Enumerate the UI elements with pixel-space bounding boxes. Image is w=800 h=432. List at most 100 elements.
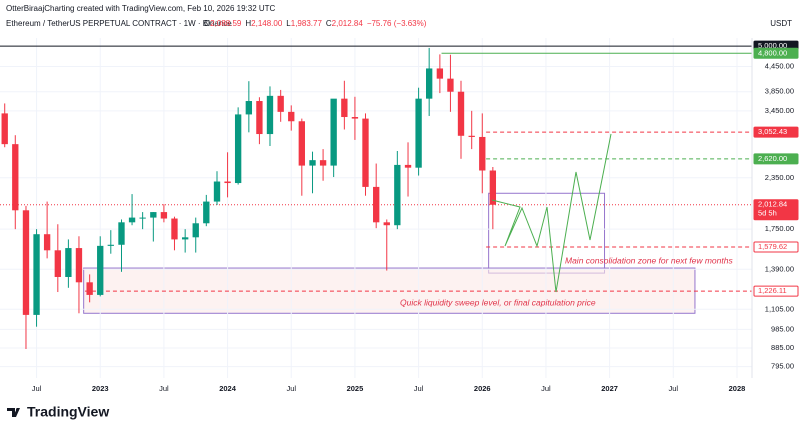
- candle-body: [192, 223, 199, 238]
- price-badge: [753, 241, 799, 253]
- candle-body: [203, 201, 210, 224]
- projection-path: [491, 133, 612, 293]
- ohlc-key: O: [204, 19, 210, 28]
- candle-body: [277, 95, 284, 112]
- price-badge-label: 2,620.00: [758, 154, 787, 163]
- y-tick-label: 1,105.00: [765, 304, 794, 313]
- candle-body: [171, 218, 178, 240]
- y-tick-label: 3,850.00: [765, 87, 794, 96]
- candle-body: [54, 250, 61, 277]
- candle-body: [224, 181, 231, 184]
- candle-body: [118, 222, 125, 245]
- price-badge: [753, 285, 799, 297]
- candle-body: [288, 111, 295, 122]
- x-tick-label: Jul: [159, 384, 169, 393]
- y-tick-label: 4,450.00: [765, 61, 794, 70]
- x-tick-label: 2026: [474, 384, 491, 393]
- y-tick-label: 795.00: [771, 362, 794, 371]
- candle-body: [373, 186, 380, 223]
- candle-body: [383, 222, 390, 226]
- candle-body: [330, 98, 337, 166]
- countdown: 5d 5h: [758, 209, 777, 218]
- x-tick-label: 2028: [729, 384, 746, 393]
- candle-body: [436, 68, 444, 79]
- candle-body: [128, 217, 136, 223]
- logo-text: TradingView: [27, 404, 109, 420]
- candle-body: [12, 144, 19, 211]
- zone: [83, 267, 696, 314]
- price-badge: [753, 199, 799, 221]
- candle-body: [65, 248, 72, 277]
- grid: [0, 38, 752, 378]
- candle-body: [150, 212, 157, 218]
- x-tick-label: 2024: [219, 384, 237, 393]
- candle-body: [404, 164, 412, 168]
- x-tick-label: Jul: [414, 384, 424, 393]
- y-tick-label: 885.00: [771, 343, 794, 352]
- logo-dot: [16, 408, 19, 411]
- ohlc-value: 2,088.59: [210, 19, 242, 28]
- annotation: Main consolidation zone for next few mon…: [565, 255, 733, 265]
- candle-body: [160, 212, 168, 219]
- y-tick-label: 1,750.00: [765, 224, 794, 233]
- credit: OtterBiraajCharting created with Trading…: [6, 4, 276, 13]
- ohlc: O 2,088.59 H 2,148.00 L 1,983.77 C 2,012.84: [204, 19, 363, 28]
- candle-body: [256, 101, 263, 135]
- price-badge-label: 4,800.00: [758, 48, 787, 57]
- logo: TradingView: [7, 404, 109, 420]
- candle-body: [447, 78, 454, 92]
- candle-body: [139, 217, 146, 219]
- x-tick-label: Jul: [541, 384, 551, 393]
- currency: USDT: [770, 19, 792, 28]
- ohlc-key: L: [286, 19, 291, 28]
- annotation: Quick liquidity sweep level, or final ca…: [400, 297, 596, 307]
- price-badge-label: 1,226.11: [758, 286, 787, 295]
- symbol: Ethereum / TetherUS PERPETUAL CONTRACT ·…: [6, 19, 232, 28]
- y-tick-label: 2,350.00: [765, 173, 794, 182]
- ohlc-value: 1,983.77: [291, 19, 323, 28]
- candles: [1, 47, 497, 349]
- candle-body: [1, 113, 8, 145]
- x-tick-label: Jul: [669, 384, 679, 393]
- ohlc-key: C: [326, 19, 332, 28]
- candle-body: [22, 210, 30, 315]
- x-tick-label: 2023: [92, 384, 109, 393]
- levels: [0, 45, 752, 292]
- candle-body: [245, 101, 253, 115]
- candle-body: [213, 181, 221, 202]
- price-badge: [753, 126, 799, 138]
- y-tick-label: 1,390.00: [765, 264, 794, 273]
- x-tick-label: 2027: [601, 384, 618, 393]
- zones: [83, 192, 696, 314]
- ohlc-value: 2,012.84: [332, 19, 364, 28]
- candle-body: [33, 234, 40, 315]
- change: −75.76 (−3.63%): [367, 19, 427, 28]
- candle-body: [351, 117, 359, 119]
- candle-body: [457, 91, 465, 136]
- candle-body: [181, 237, 189, 240]
- candle-body: [341, 98, 348, 118]
- ohlc-value: 2,148.00: [251, 19, 283, 28]
- price-badge-label: 2,012.84: [758, 200, 787, 209]
- candle-body: [425, 68, 433, 99]
- candle-body: [468, 135, 475, 137]
- candle-body: [479, 136, 486, 171]
- y-tick-label: 985.00: [771, 324, 794, 333]
- ohlc-key: H: [245, 19, 251, 28]
- price-badge: [753, 153, 799, 165]
- x-tick-label: 2025: [347, 384, 364, 393]
- candle-body: [86, 282, 93, 295]
- candle-body: [309, 160, 316, 166]
- y-tick-label: 3,450.00: [765, 106, 794, 115]
- candle-body: [319, 160, 327, 166]
- price-badge-label: 5,000.00: [758, 41, 787, 50]
- candle-body: [489, 170, 497, 205]
- candle-body: [234, 114, 242, 184]
- candle-body: [43, 234, 51, 251]
- x-tick-label: Jul: [32, 384, 42, 393]
- price-badge: [753, 47, 799, 59]
- x-tick-label: Jul: [286, 384, 296, 393]
- candle-body: [362, 118, 369, 187]
- candle-body: [415, 98, 422, 168]
